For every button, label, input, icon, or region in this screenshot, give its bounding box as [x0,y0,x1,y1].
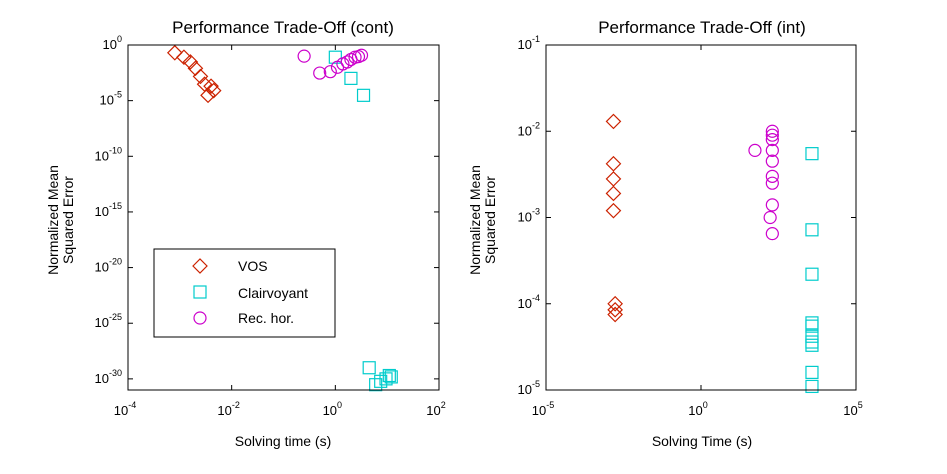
point-rec-hor [765,176,779,190]
legend-clairvoyant-square-icon [193,285,207,299]
point-vos [605,171,622,187]
y-tick-label: 10-20 [95,257,122,275]
point-vos [605,185,622,202]
x-tick-label: 10-5 [532,400,554,418]
y-tick-label: 10-15 [95,201,122,219]
x-tick-label: 10-2 [217,400,239,418]
point-clairvoyant [805,365,819,379]
legend-rec-hor-circle-icon [193,311,207,325]
y-tick-label: 10-5 [100,90,122,108]
y-tick-label: 10-5 [518,379,540,397]
point-clairvoyant [805,319,819,333]
point-clairvoyant [384,370,398,384]
y-axis-label-line-1: Normalized Mean [45,165,61,275]
y-tick-label: 10-30 [95,368,122,386]
point-rec-hor [765,128,779,142]
x-axis-label: Solving Time (s) [652,433,752,449]
plot-area-frame [545,44,857,391]
chart-int: Performance Trade-Off (int) Solving Time… [467,18,863,449]
point-clairvoyant [344,71,358,85]
legend-box [153,248,336,338]
chart-cont: Performance Trade-Off (cont) Solving tim… [45,18,446,449]
x-tick-label: 100 [688,400,707,418]
legend: VOS Clairvoyant Rec. hor. [153,248,336,338]
y-tick-label: 10-4 [518,293,540,311]
x-tick-label: 10-4 [114,400,136,418]
point-vos [607,301,623,318]
point-clairvoyant [382,368,396,383]
point-clairvoyant [805,379,819,394]
y-tick-label: 10-1 [518,34,540,52]
point-rec-hor [765,154,779,168]
y-axis-label: Normalized Mean Squared Error [467,165,498,275]
legend-label-vos: VOS [238,258,268,274]
data-marks [166,44,398,392]
point-vos [605,202,622,219]
point-vos [200,87,216,104]
point-clairvoyant [328,50,342,64]
x-tick-label: 102 [426,400,445,418]
point-rec-hor [765,169,779,183]
point-vos [205,82,222,99]
point-clairvoyant [805,316,819,330]
legend-label-rec-hor: Rec. hor. [238,310,294,326]
legend-vos-diamond-icon [192,258,208,274]
point-vos [203,78,219,95]
x-axis-label: Solving time (s) [235,433,331,449]
point-vos [196,76,213,93]
point-rec-hor [763,210,777,225]
point-rec-hor [748,143,762,157]
chart-title: Performance Trade-Off (cont) [172,18,394,37]
point-vos [166,44,183,61]
y-axis-label-line-2: Squared Error [482,176,498,264]
legend-label-clairvoyant: Clairvoyant [238,285,308,301]
y-tick-label: 100 [103,34,122,52]
point-rec-hor [313,66,327,80]
axis-ticks: 10-5 100 105 10-1 10-2 10-3 10-4 10-5 [518,34,863,418]
point-rec-hor [323,65,337,79]
point-rec-hor [765,133,779,147]
y-tick-label: 10-3 [518,207,540,225]
chart-title: Performance Trade-Off (int) [598,18,806,37]
point-clairvoyant [805,223,819,237]
point-vos [192,68,209,85]
point-rec-hor [765,227,779,241]
y-axis-label-line-1: Normalized Mean [467,165,483,275]
point-clairvoyant [805,338,819,352]
point-clairvoyant [805,267,819,281]
y-axis-label-line-2: Squared Error [60,176,76,264]
axis-ticks: 10-4 10-2 100 102 100 10-5 10-10 10-15 10-20 10-2… [95,34,446,418]
y-tick-label: 10-25 [95,312,122,330]
point-rec-hor [765,124,779,138]
point-vos [607,306,623,323]
point-rec-hor [765,198,779,212]
point-rec-hor [340,55,354,69]
point-rec-hor [354,48,369,62]
x-tick-label: 100 [323,400,342,418]
point-clairvoyant [356,88,371,102]
y-tick-label: 10-2 [518,120,540,138]
point-rec-hor [297,49,311,63]
point-vos [605,155,622,172]
data-marks [605,113,819,394]
point-vos [176,49,192,66]
point-clairvoyant [805,147,819,161]
point-clairvoyant [362,361,376,375]
plot-area-frame [127,44,440,391]
point-clairvoyant [379,372,393,386]
x-tick-label: 105 [843,400,862,418]
point-vos [182,54,199,70]
point-vos [605,113,622,130]
point-rec-hor [765,143,779,157]
y-tick-label: 10-10 [95,145,122,163]
point-vos [607,295,623,312]
point-vos [187,60,204,77]
y-axis-label: Normalized Mean Squared Error [45,165,76,275]
